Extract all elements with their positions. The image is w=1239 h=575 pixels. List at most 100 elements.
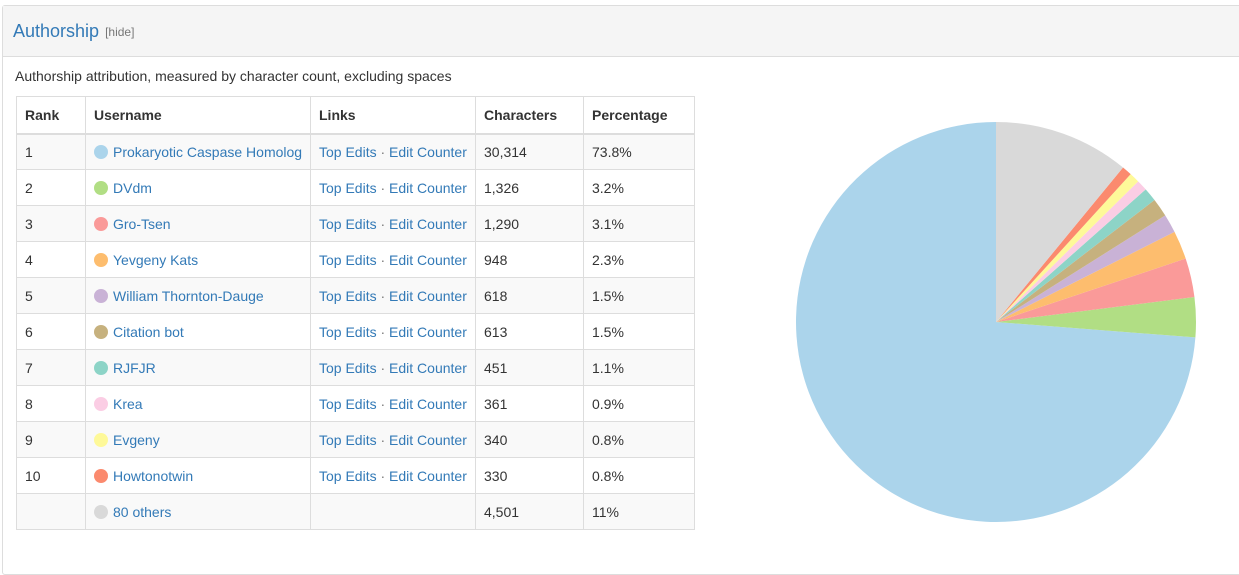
username-cell: Evgeny <box>85 421 311 458</box>
link-separator: · <box>380 251 386 268</box>
link-separator: · <box>380 215 386 232</box>
characters-cell: 361 <box>475 385 584 422</box>
top-edits-link[interactable]: Top Edits <box>319 251 377 268</box>
link-separator: · <box>380 179 386 196</box>
username-cell: Prokaryotic Caspase Homolog <box>85 133 311 170</box>
characters-cell: 30,314 <box>475 133 584 170</box>
rank-cell: 6 <box>16 313 86 350</box>
table-row: 5 William Thornton-Dauge Top Edits · Edit … <box>16 277 695 314</box>
characters-cell: 618 <box>475 277 584 314</box>
table-header-row: Rank Username Links Characters Percentag… <box>16 96 695 135</box>
top-edits-link[interactable]: Top Edits <box>319 467 377 484</box>
username-link[interactable]: Citation bot <box>113 323 184 340</box>
color-swatch <box>94 144 108 159</box>
header-rank: Rank <box>16 96 86 135</box>
header-links: Links <box>310 96 476 135</box>
pie-slice-8 <box>996 181 1146 322</box>
top-edits-link[interactable]: Top Edits <box>319 359 377 376</box>
top-edits-link[interactable]: Top Edits <box>319 179 377 196</box>
percentage-cell: 3.2% <box>583 169 695 206</box>
percentage-cell: 1.5% <box>583 277 695 314</box>
username-link[interactable]: William Thornton-Dauge <box>113 287 264 304</box>
username-cell: William Thornton-Dauge <box>85 277 311 314</box>
pie-slice-4 <box>996 231 1186 322</box>
pie-slice-2 <box>996 296 1196 338</box>
characters-cell: 1,290 <box>475 205 584 242</box>
edit-counter-link[interactable]: Edit Counter <box>389 251 467 268</box>
others-link[interactable]: 80 others <box>113 503 172 520</box>
edit-counter-link[interactable]: Edit Counter <box>389 179 467 196</box>
username-link[interactable]: Yevgeny Kats <box>113 251 199 268</box>
color-swatch <box>94 324 108 339</box>
links-cell: Top Edits · Edit Counter <box>310 133 476 170</box>
hide-toggle[interactable]: [hide] <box>105 25 135 39</box>
link-separator: · <box>380 395 386 412</box>
table-row: 7 RJFJR Top Edits · Edit Counter 451 1.1% <box>16 349 695 386</box>
edit-counter-link[interactable]: Edit Counter <box>389 431 467 448</box>
username-cell: Gro-Tsen <box>85 205 311 242</box>
username-link[interactable]: RJFJR <box>113 359 156 376</box>
username-cell: 80 others <box>85 493 311 530</box>
username-cell: Howtonotwin <box>85 457 311 494</box>
edit-counter-link[interactable]: Edit Counter <box>389 323 467 340</box>
links-cell: Top Edits · Edit Counter <box>310 169 476 206</box>
username-link[interactable]: Prokaryotic Caspase Homolog <box>113 143 303 160</box>
top-edits-link[interactable]: Top Edits <box>319 395 377 412</box>
top-edits-link[interactable]: Top Edits <box>319 215 377 232</box>
percentage-cell: 0.8% <box>583 457 695 494</box>
username-link[interactable]: Howtonotwin <box>113 467 194 484</box>
section-title: Authorship <box>13 20 100 41</box>
username-link[interactable]: Gro-Tsen <box>113 215 171 232</box>
table-row: 3 Gro-Tsen Top Edits · Edit Counter 1,290 3.… <box>16 205 695 242</box>
authorship-table: Rank Username Links Characters Percentag… <box>16 96 695 530</box>
rank-cell <box>16 493 86 530</box>
top-edits-link[interactable]: Top Edits <box>319 287 377 304</box>
characters-cell: 948 <box>475 241 584 278</box>
link-separator: · <box>380 431 386 448</box>
pie-slice-10 <box>996 167 1131 322</box>
links-cell: Top Edits · Edit Counter <box>310 241 476 278</box>
links-cell: Top Edits · Edit Counter <box>310 313 476 350</box>
top-edits-link[interactable]: Top Edits <box>319 323 377 340</box>
color-swatch <box>94 396 108 411</box>
rank-cell: 8 <box>16 385 86 422</box>
rank-cell: 1 <box>16 133 86 170</box>
link-separator: · <box>380 323 386 340</box>
edit-counter-link[interactable]: Edit Counter <box>389 359 467 376</box>
edit-counter-link[interactable]: Edit Counter <box>389 143 467 160</box>
pie-slice-11 <box>996 122 1124 322</box>
color-swatch <box>94 432 108 447</box>
links-cell: Top Edits · Edit Counter <box>310 205 476 242</box>
rank-cell: 5 <box>16 277 86 314</box>
username-cell: Yevgeny Kats <box>85 241 311 278</box>
top-edits-link[interactable]: Top Edits <box>319 431 377 448</box>
edit-counter-link[interactable]: Edit Counter <box>389 467 467 484</box>
table-row: 4 Yevgeny Kats Top Edits · Edit Counter 948… <box>16 241 695 278</box>
header-characters: Characters <box>475 96 584 135</box>
username-cell: Citation bot <box>85 313 311 350</box>
link-separator: · <box>380 467 386 484</box>
authorship-pie-chart <box>795 122 1196 522</box>
color-swatch <box>94 504 108 519</box>
links-cell: Top Edits · Edit Counter <box>310 457 476 494</box>
username-link[interactable]: Krea <box>113 395 143 412</box>
links-cell: Top Edits · Edit Counter <box>310 277 476 314</box>
link-separator: · <box>380 359 386 376</box>
username-cell: Krea <box>85 385 311 422</box>
edit-counter-link[interactable]: Edit Counter <box>389 215 467 232</box>
table-row: 8 Krea Top Edits · Edit Counter 361 0.9% <box>16 385 695 422</box>
characters-cell: 613 <box>475 313 584 350</box>
links-cell: Top Edits · Edit Counter <box>310 421 476 458</box>
pie-slice-6 <box>996 200 1166 322</box>
authorship-description: Authorship attribution, measured by char… <box>15 68 452 84</box>
username-link[interactable]: DVdm <box>113 179 152 196</box>
rank-cell: 2 <box>16 169 86 206</box>
top-edits-link[interactable]: Top Edits <box>319 143 377 160</box>
rank-cell: 7 <box>16 349 86 386</box>
edit-counter-link[interactable]: Edit Counter <box>389 287 467 304</box>
percentage-cell: 73.8% <box>583 133 695 170</box>
percentage-cell: 0.8% <box>583 421 695 458</box>
edit-counter-link[interactable]: Edit Counter <box>389 395 467 412</box>
table-row: 6 Citation bot Top Edits · Edit Counter 613… <box>16 313 695 350</box>
username-link[interactable]: Evgeny <box>113 431 160 448</box>
